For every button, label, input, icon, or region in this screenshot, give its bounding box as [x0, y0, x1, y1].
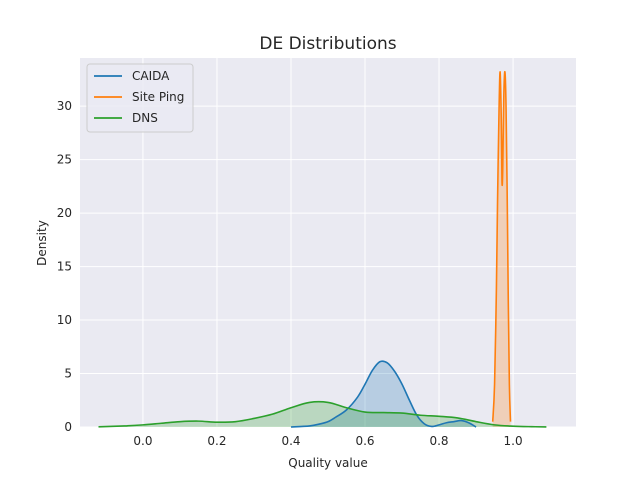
x-tick-label: 0.2 [207, 434, 226, 448]
density-fill-dns [98, 401, 547, 427]
legend-label-site-ping: Site Ping [132, 90, 184, 104]
x-axis-ticks: 0.0 0.2 0.4 0.6 0.8 1.0 [133, 434, 522, 448]
x-tick-label: 0.8 [429, 434, 448, 448]
legend-box [86, 63, 194, 133]
density-fill-caida [290, 361, 477, 427]
legend-label-caida: CAIDA [132, 69, 170, 83]
legend: CAIDA Site Ping DNS [86, 63, 194, 133]
y-tick-label: 25 [57, 153, 72, 167]
legend-label-dns: DNS [132, 111, 158, 125]
density-line-dns [98, 400, 547, 428]
x-tick-label: 1.0 [504, 434, 523, 448]
y-tick-label: 10 [57, 313, 72, 327]
y-axis-ticks: 0 5 10 15 20 25 30 [57, 99, 72, 434]
x-tick-label: 0.6 [355, 434, 374, 448]
x-tick-label: 0.0 [133, 434, 152, 448]
grid-lines [80, 58, 576, 428]
y-tick-label: 5 [64, 367, 72, 381]
x-tick-label: 0.4 [281, 434, 300, 448]
density-line-caida [290, 360, 477, 428]
density-line-site-ping [491, 70, 512, 422]
y-tick-label: 15 [57, 260, 72, 274]
density-lines [98, 70, 547, 428]
y-tick-label: 20 [57, 206, 72, 220]
y-axis-label: Density [35, 220, 49, 266]
x-axis-label: Quality value [288, 456, 367, 470]
chart-title: DE Distributions [259, 34, 396, 54]
y-tick-label: 30 [57, 99, 72, 113]
y-tick-label: 0 [64, 420, 72, 434]
